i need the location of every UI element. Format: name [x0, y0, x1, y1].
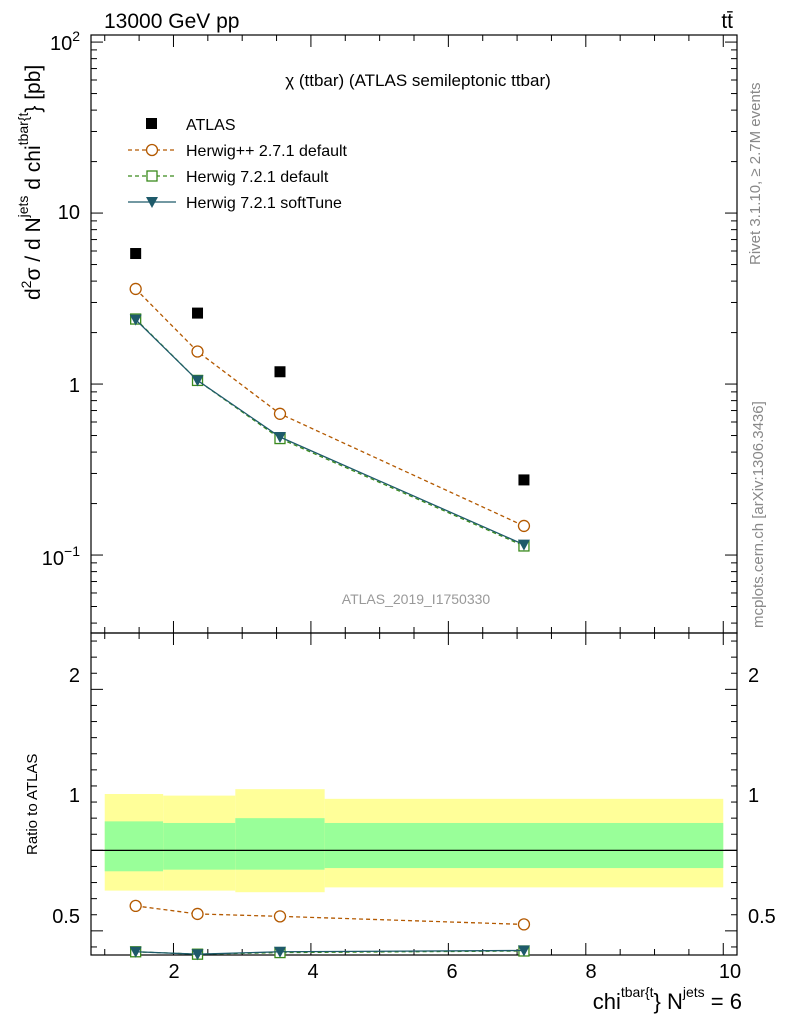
- series-3-ratio-line: [135, 949, 524, 955]
- xtick-label-2: 2: [168, 961, 179, 983]
- series-3-point: [129, 314, 142, 326]
- series-3-ratio-point: [517, 945, 530, 957]
- legend-entry-herwig7-softtune: Herwig 7.2.1 softTune: [128, 195, 342, 212]
- ratio-uncertainty-bands: [91, 789, 737, 893]
- ytick-label-1: 1: [69, 375, 80, 397]
- band-inner-1: [163, 822, 236, 870]
- header-process: tt̄: [721, 10, 733, 33]
- legend-marker-herwigpp: [145, 143, 159, 157]
- ytick-label-0.1: 10−1: [42, 543, 80, 570]
- legend-entry-herwigpp: Herwig++ 2.7.1 default: [128, 143, 348, 160]
- xtick-label-4: 4: [307, 961, 318, 983]
- legend-marker-herwig7-softtune: [146, 197, 158, 208]
- series-1-ratio-point: [273, 910, 287, 923]
- band-inner-2: [235, 818, 325, 870]
- legend: ATLAS Herwig++ 2.7.1 default Herwig 7.2.…: [128, 117, 348, 212]
- series-1-point: [191, 345, 204, 358]
- ytick-label-100: 102: [50, 28, 80, 55]
- ratio-ytick-left-1: 1: [69, 785, 80, 807]
- legend-label-herwig7-softtune: Herwig 7.2.1 softTune: [186, 195, 342, 212]
- series-1-line: [135, 288, 525, 527]
- xtick-label-8: 8: [585, 961, 596, 983]
- ratio-ytick-left-0.5: 0.5: [52, 906, 80, 928]
- legend-entry-atlas: ATLAS: [146, 117, 236, 134]
- series-1-ratio-point: [517, 918, 531, 931]
- series-3-ratio-point: [191, 949, 204, 961]
- band-inner-0: [104, 821, 164, 872]
- ratio-ytick-right-1: 1: [748, 785, 759, 807]
- header-energy: 13000 GeV pp: [104, 10, 239, 33]
- series-0-point: [192, 307, 204, 319]
- band-inner-3: [324, 822, 724, 869]
- xtick-label-6: 6: [446, 961, 457, 983]
- xlabel: chitbar{t} Njets = 6: [593, 984, 742, 1014]
- series-3-ratio-point: [273, 946, 286, 958]
- mcplots-label: mcplots.cern.ch [arXiv:1306.3436]: [750, 401, 767, 628]
- ratio-ytick-left-2: 2: [69, 665, 80, 687]
- plot-title: χ (ttbar) (ATLAS semileptonic ttbar): [285, 71, 551, 90]
- series-1-ratio-point: [191, 907, 204, 921]
- main-series: [129, 248, 531, 552]
- top-ylabel: d2σ / d Njets d chitbar{t} [pb]: [15, 65, 45, 300]
- series-1-point: [129, 282, 142, 296]
- series-3-line: [135, 319, 525, 546]
- series-1-ratio-line: [135, 905, 524, 926]
- legend-marker-herwig7-default: [146, 170, 158, 182]
- ratio-series: [129, 899, 531, 961]
- series-3-point: [191, 375, 204, 387]
- series-3-point: [517, 539, 530, 551]
- series-3-point: [273, 432, 286, 444]
- ratio-ytick-right-2: 2: [748, 665, 759, 687]
- series-1-ratio-point: [129, 899, 142, 913]
- rivet-label: Rivet 3.1.10, ≥ 2.7M events: [747, 83, 764, 266]
- series-3-ratio-point: [129, 946, 142, 958]
- legend-marker-atlas: [146, 118, 157, 129]
- series-0-point: [130, 248, 142, 260]
- series-0-point: [518, 474, 530, 486]
- ratio-ylabel: Ratio to ATLAS: [24, 754, 41, 855]
- legend-label-atlas: ATLAS: [186, 117, 236, 134]
- legend-entry-herwig7-default: Herwig 7.2.1 default: [128, 169, 329, 186]
- ratio-panel-frame: [90, 632, 738, 956]
- analysis-watermark: ATLAS_2019_I1750330: [342, 591, 491, 607]
- legend-label-herwigpp: Herwig++ 2.7.1 default: [186, 143, 348, 160]
- series-1-point: [517, 519, 531, 533]
- legend-label-herwig7-default: Herwig 7.2.1 default: [186, 169, 329, 186]
- series-0-point: [274, 366, 286, 378]
- series-1-point: [273, 407, 287, 420]
- axis-ticks: [91, 35, 737, 955]
- xtick-label-10: 10: [719, 961, 741, 983]
- ratio-ytick-right-0.5: 0.5: [748, 906, 776, 928]
- ytick-label-10: 10: [58, 202, 80, 224]
